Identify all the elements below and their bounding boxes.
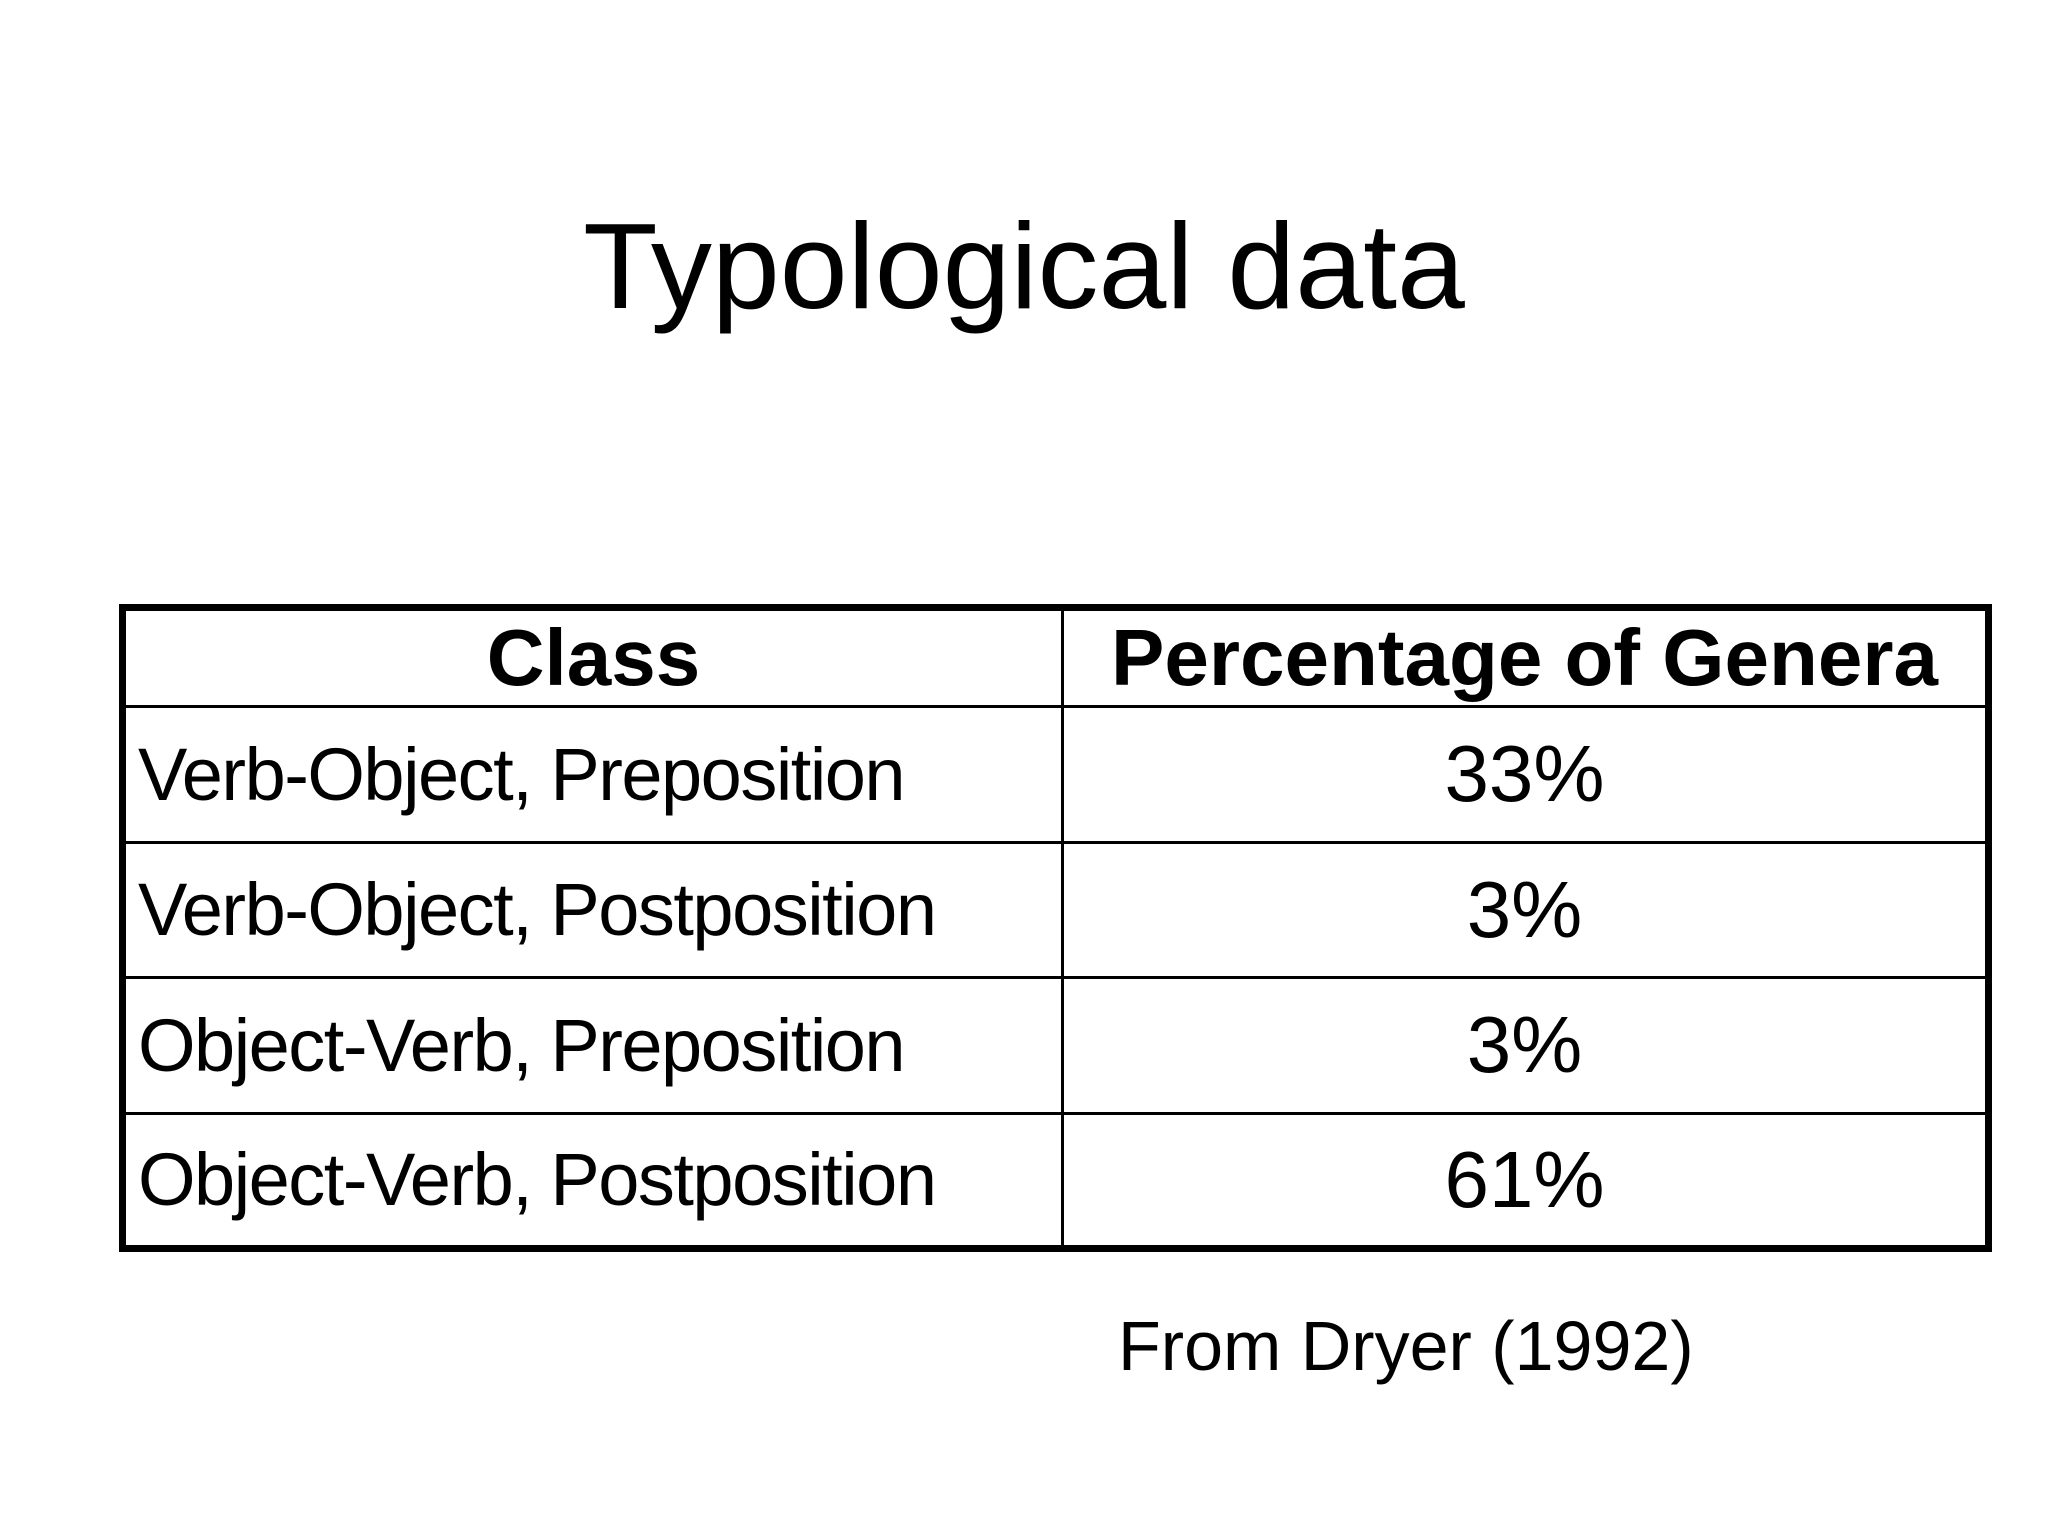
- percentage-cell: 61%: [1061, 1111, 1990, 1250]
- table-row: Object-Verb, Postposition 61%: [121, 1111, 1990, 1250]
- slide-title: Typological data: [583, 198, 1465, 334]
- class-cell-verb-object-preposition: Verb-Object, Preposition: [121, 705, 1064, 844]
- table-row: Object-Verb, Preposition 3%: [121, 976, 1990, 1115]
- table-row: Verb-Object, Postposition 3%: [121, 840, 1990, 979]
- class-cell-object-verb-postposition: Object-Verb, Postposition: [121, 1111, 1064, 1250]
- class-cell-verb-object-postposition: Verb-Object, Postposition: [121, 840, 1064, 979]
- typology-table: Class Percentage of Genera Verb-Object, …: [119, 604, 1992, 1252]
- percentage-cell: 33%: [1061, 705, 1990, 844]
- source-caption: From Dryer (1992): [1118, 1307, 1694, 1385]
- table-row: Verb-Object, Preposition 33%: [121, 705, 1990, 844]
- class-cell-object-verb-preposition: Object-Verb, Preposition: [121, 976, 1064, 1115]
- percentage-cell: 3%: [1061, 976, 1990, 1115]
- column-header-percentage-of-genera: Percentage of Genera: [1061, 606, 1990, 708]
- table-header-row: Class Percentage of Genera: [121, 606, 1990, 708]
- percentage-cell: 3%: [1061, 840, 1990, 979]
- column-header-class: Class: [121, 606, 1064, 708]
